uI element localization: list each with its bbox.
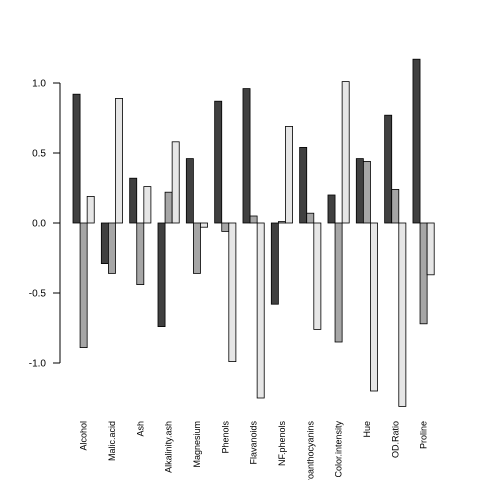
bar xyxy=(419,222,428,325)
bar xyxy=(171,141,180,224)
bar xyxy=(277,221,286,224)
bar xyxy=(192,222,201,274)
x-tick-label: Alkalinity.ash xyxy=(164,421,174,473)
bar xyxy=(86,195,95,224)
bar xyxy=(313,222,322,330)
bar xyxy=(72,93,81,224)
bar xyxy=(355,158,364,224)
bar xyxy=(362,160,371,224)
bar xyxy=(157,222,166,327)
x-tick-label: Proanthocyanins xyxy=(305,421,315,480)
bar xyxy=(270,222,279,305)
bar xyxy=(185,158,194,224)
bar xyxy=(334,222,343,343)
bar xyxy=(285,126,293,224)
bar xyxy=(115,98,123,224)
x-tick-label: Malic.acid xyxy=(107,421,117,461)
y-tick-label: 0.0 xyxy=(32,219,46,230)
bar xyxy=(384,114,393,224)
y-tick-label: -0.5 xyxy=(29,289,47,300)
x-tick-label: NF.phenols xyxy=(277,421,287,467)
bar xyxy=(129,177,138,224)
bar xyxy=(100,222,109,264)
x-tick-label: Hue xyxy=(362,421,372,438)
bar xyxy=(256,222,265,399)
bar xyxy=(200,222,208,228)
bar xyxy=(370,222,378,392)
bar xyxy=(398,222,407,407)
bar xyxy=(306,212,315,224)
bar xyxy=(242,88,251,224)
bar xyxy=(228,222,237,363)
bar xyxy=(327,194,336,224)
bar xyxy=(412,58,421,224)
x-tick-label: Proline xyxy=(419,421,429,449)
bar xyxy=(79,222,88,348)
bar xyxy=(299,146,308,224)
x-tick-label: Flavanoids xyxy=(249,421,259,465)
bar xyxy=(136,222,145,285)
y-tick-label: 1.0 xyxy=(32,79,46,90)
y-tick-label: 0.5 xyxy=(32,149,46,160)
x-tick-label: OD.Ratio xyxy=(390,421,400,458)
x-tick-label: Magnesium xyxy=(192,421,202,468)
x-tick-label: Alcohol xyxy=(79,421,89,451)
y-tick-label: -1.0 xyxy=(29,359,47,370)
bar xyxy=(221,222,230,232)
bar xyxy=(341,81,350,224)
x-tick-label: Color.intensity xyxy=(334,421,344,478)
bar xyxy=(426,222,435,276)
x-tick-label: Phenols xyxy=(220,421,230,454)
bar xyxy=(214,100,223,224)
bar xyxy=(249,215,258,224)
bar xyxy=(391,188,400,224)
x-tick-label: Ash xyxy=(135,421,145,437)
bar xyxy=(108,222,116,274)
bar xyxy=(164,191,173,224)
bar xyxy=(143,186,152,224)
